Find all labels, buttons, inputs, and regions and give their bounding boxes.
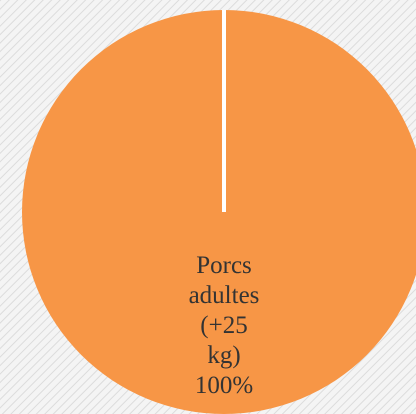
pie	[22, 10, 416, 414]
pie-slice	[22, 10, 416, 414]
slice-label: Porcs adultes (+25 kg)	[189, 252, 260, 369]
slice-value-label: 100%	[195, 372, 253, 399]
